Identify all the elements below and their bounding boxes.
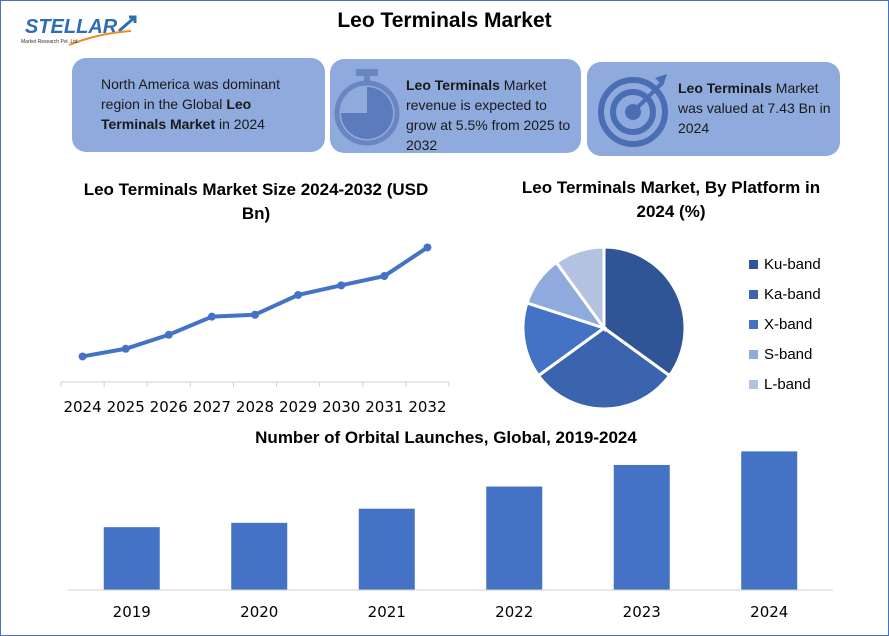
data-point — [294, 290, 303, 299]
legend-label: Ka-band — [764, 285, 821, 303]
bar — [103, 527, 160, 590]
stopwatch-icon — [334, 69, 400, 146]
legend-item: L-band — [749, 369, 821, 399]
x-tick-label: 2025 — [107, 398, 145, 416]
pie-slice-ka-band — [536, 326, 672, 411]
legend-item: Ka-band — [749, 279, 821, 309]
legend-swatch — [749, 379, 758, 389]
x-tick-label: 2022 — [495, 603, 533, 621]
legend-swatch — [749, 349, 758, 359]
legend-item: S-band — [749, 339, 821, 369]
svg-text:Market Research Pvt. Ltd.: Market Research Pvt. Ltd. — [21, 39, 79, 45]
x-tick-label: 2030 — [322, 398, 360, 416]
bar — [613, 464, 670, 590]
legend-item: Ku-band — [749, 249, 821, 279]
legend-label: L-band — [764, 375, 811, 393]
line-series — [82, 245, 429, 359]
x-tick-label: 2024 — [63, 398, 101, 416]
x-tick-label: 2028 — [236, 398, 274, 416]
info-box-region: North America was dominant region in the… — [72, 58, 325, 152]
x-tick-label: 2031 — [365, 398, 403, 416]
page-title: Leo Terminals Market — [337, 9, 552, 32]
bar — [486, 486, 543, 590]
legend-item: X-band — [749, 309, 821, 339]
svg-text:STELLAR: STELLAR — [25, 16, 118, 38]
legend-label: S-band — [764, 345, 813, 363]
data-point — [207, 312, 216, 321]
x-tick-label: 2027 — [193, 398, 231, 416]
target-icon — [598, 74, 668, 147]
data-point — [121, 344, 130, 353]
legend-swatch — [749, 289, 758, 299]
stellar-logo: STELLAR Market Research Pvt. Ltd. — [21, 15, 137, 46]
legend-label: Ku-band — [764, 255, 821, 273]
pie-slice-ku-band — [602, 245, 687, 378]
pie-slice-l-band — [554, 245, 606, 333]
data-point — [423, 243, 432, 252]
x-tick-label: 2023 — [623, 603, 661, 621]
bar — [358, 508, 415, 590]
pie-legend: Ku-band Ka-band X-band S-band L-band — [749, 249, 821, 399]
x-tick-label: 2026 — [150, 398, 188, 416]
data-point — [78, 352, 87, 361]
x-tick-label: 2019 — [113, 603, 151, 621]
info-box-growth: Leo Terminals Market revenue is expected… — [330, 59, 581, 153]
pie-chart — [521, 245, 687, 411]
info-box-value: Leo Terminals Market was valued at 7.43 … — [587, 62, 840, 156]
x-tick-label: 2029 — [279, 398, 317, 416]
pie-slice-x-band — [521, 301, 608, 378]
x-tick-label: 2021 — [368, 603, 406, 621]
x-tick-label: 2020 — [240, 603, 278, 621]
bar — [231, 522, 288, 590]
data-point — [164, 330, 173, 339]
legend-swatch — [749, 259, 758, 269]
bar-chart: 2019 2020 2021 2022 2023 2024 — [68, 451, 833, 621]
data-point — [380, 272, 389, 281]
bar — [741, 451, 798, 590]
x-tick-label: 2024 — [750, 603, 788, 621]
x-tick-label: 2032 — [408, 398, 446, 416]
legend-swatch — [749, 319, 758, 329]
line-chart: 2024 2025 2026 2027 2028 2029 2030 2031 2032 — [60, 243, 450, 416]
line-chart-title: Leo Terminals Market Size 2024-2032 (USD… — [83, 180, 429, 223]
data-point — [337, 281, 346, 290]
bar-chart-title: Number of Orbital Launches, Global, 2019… — [255, 428, 637, 447]
legend-label: X-band — [764, 315, 813, 333]
data-point — [251, 310, 259, 319]
pie-chart-title: Leo Terminals Market, By Platform in 202… — [521, 178, 821, 221]
